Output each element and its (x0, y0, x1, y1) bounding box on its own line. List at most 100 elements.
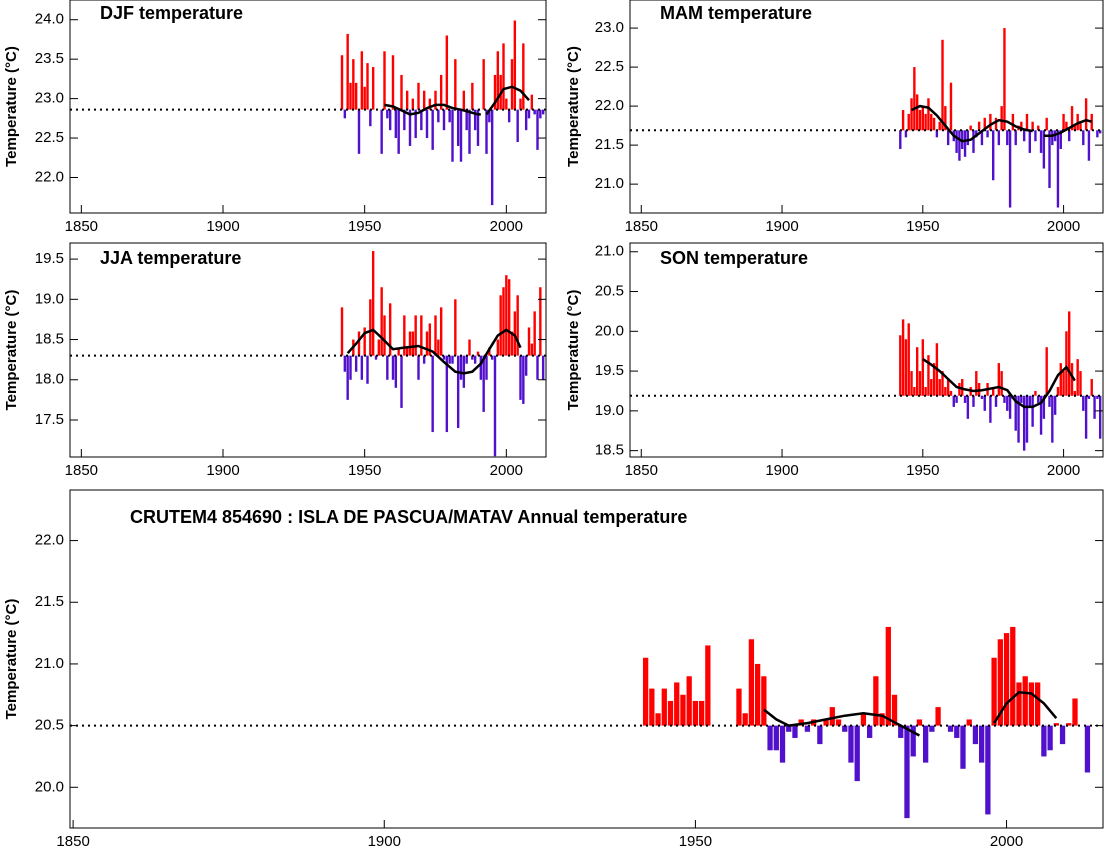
x-tick-label: 1950 (348, 218, 381, 235)
bar (915, 347, 919, 396)
bar (533, 109, 536, 115)
bar (904, 339, 908, 396)
panel: 18.5 19.0 19.5 20.0 20.5 21.0 1850 1900 1950 2000… (565, 242, 1104, 479)
bar (835, 719, 842, 726)
bar (490, 355, 494, 360)
bar (471, 82, 474, 110)
bar (1014, 130, 1017, 146)
y-tick-label: 23.0 (35, 90, 64, 107)
bar (966, 719, 972, 726)
bar (357, 331, 361, 356)
bar (1098, 130, 1102, 134)
bar (1068, 130, 1071, 142)
bar (989, 113, 992, 131)
bar (516, 109, 519, 142)
bar (1020, 121, 1023, 131)
bar (488, 109, 491, 123)
bar (667, 700, 674, 726)
bar (1020, 395, 1023, 403)
bar (972, 130, 975, 153)
y-tick-label: 24.0 (35, 11, 64, 28)
bar (997, 639, 1003, 726)
bar (391, 355, 395, 380)
bar (536, 355, 539, 380)
bar (360, 355, 364, 380)
bar (907, 323, 910, 396)
bar (767, 725, 773, 751)
bar (966, 130, 970, 146)
bar (1042, 395, 1046, 419)
bar (1011, 113, 1015, 131)
bar (1028, 682, 1035, 726)
bar (513, 20, 517, 110)
bar (661, 688, 667, 726)
y-axis-label: Temperature (°C) (3, 599, 20, 720)
bar (891, 694, 898, 726)
bar (1048, 395, 1051, 407)
bar (915, 94, 919, 131)
bar (439, 74, 443, 110)
bar (451, 109, 454, 162)
bar (938, 121, 941, 131)
bar (927, 355, 930, 396)
bar (966, 395, 970, 419)
bar (1048, 130, 1051, 189)
y-tick-label: 18.5 (35, 331, 64, 348)
bar (437, 109, 440, 123)
bar (1079, 371, 1082, 396)
bar (961, 130, 964, 150)
y-tick-label: 22.5 (595, 58, 624, 75)
bar (1084, 725, 1091, 773)
bar (674, 682, 680, 726)
y-tick-label: 22.0 (35, 532, 64, 549)
y-tick-label: 21.0 (35, 655, 64, 672)
bar (431, 355, 434, 433)
bar (1045, 117, 1048, 131)
bar (1087, 395, 1091, 399)
bar (901, 110, 905, 131)
bar (411, 331, 415, 356)
y-tick-label: 20.0 (595, 322, 624, 339)
bar (944, 386, 947, 396)
x-tick-label: 1900 (206, 462, 239, 479)
bar (1017, 395, 1020, 443)
bar (1008, 130, 1012, 208)
bar (994, 395, 998, 407)
bar (904, 725, 910, 819)
bar (955, 395, 958, 403)
bar (913, 67, 916, 131)
bar (445, 355, 449, 433)
bar (513, 311, 517, 356)
bar (1079, 121, 1082, 131)
bar (1062, 113, 1065, 131)
chart-title: JJA temperature (100, 248, 241, 268)
bar (507, 279, 511, 356)
bar (434, 90, 437, 110)
chart-title: SON temperature (660, 248, 808, 268)
bar (1076, 359, 1079, 396)
bar (357, 109, 361, 154)
bar (468, 339, 471, 356)
bar (505, 275, 508, 356)
bar (482, 355, 485, 412)
bar (530, 94, 534, 110)
bar (496, 339, 500, 356)
bar (1041, 725, 1047, 757)
bar (482, 59, 485, 110)
bar (403, 315, 406, 356)
bar (1051, 130, 1054, 146)
bar (1042, 130, 1046, 169)
bar (485, 355, 488, 380)
chart-title: CRUTEM4 854690 : ISLA DE PASCUA/MATAV An… (130, 507, 687, 527)
panel: 20.0 20.5 21.0 21.5 22.0 1850 1900 1950 2000 CRUT… (3, 489, 1104, 850)
bar (1059, 363, 1062, 396)
y-tick-label: 22.0 (595, 97, 624, 114)
bar (924, 386, 927, 396)
bar (1031, 395, 1034, 427)
x-tick-label: 1900 (765, 218, 798, 235)
bar (1096, 395, 1099, 399)
bar (941, 39, 944, 131)
bar (456, 355, 460, 429)
bar (960, 725, 966, 769)
bar (417, 82, 420, 110)
